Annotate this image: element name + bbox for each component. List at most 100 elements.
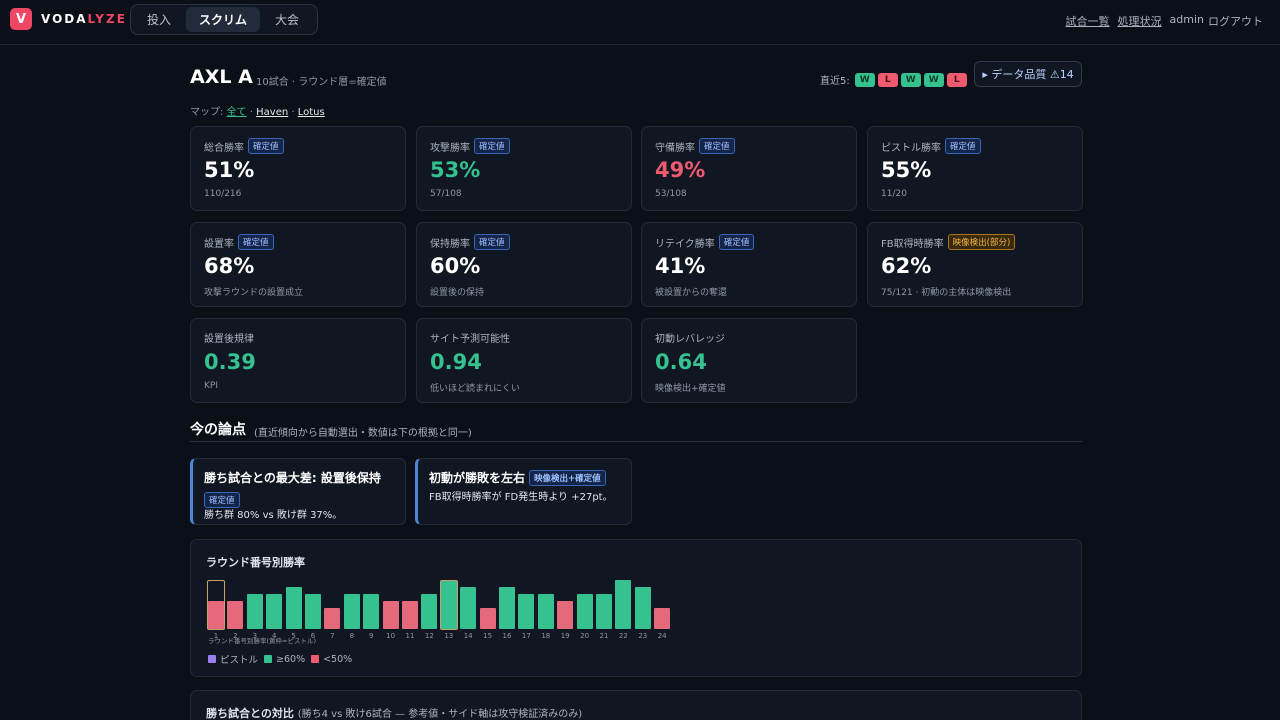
stat-sub: 設置後の保持 — [430, 288, 485, 298]
confidence-tag: 確定値 — [238, 234, 274, 250]
team-subtitle: 10試合 · ラウンド層=確定値 — [256, 77, 387, 88]
legend-item-high: ≥60% — [264, 654, 305, 665]
insight-card[interactable]: 勝ち試合との最大差: 設置後保持 確定値 勝ち群 80% vs 敗け群 37%。 — [190, 458, 406, 525]
stat-label: 守備勝率 — [655, 142, 695, 154]
round-bar-20 — [576, 594, 593, 629]
stat-card-pistol: ピストル勝率 確定値 55% 11/20 — [867, 126, 1083, 211]
section-title: 今の論点 — [190, 422, 246, 438]
section-note: (直近傾向から自動選出・数値は下の根拠と同一) — [254, 428, 472, 439]
confidence-tag: 確定値 — [699, 138, 735, 154]
confidence-tag: 確定値 — [248, 138, 284, 154]
round-bar-9 — [363, 594, 380, 629]
stat-value: 0.94 — [430, 350, 482, 374]
stat-label: ピストル勝率 — [881, 142, 941, 154]
recent-label: 直近5: — [820, 76, 850, 87]
round-bar-11 — [402, 601, 418, 629]
stat-sub: 75/121 · 初動の主体は映像検出 — [881, 288, 1012, 298]
stat-sub: 53/108 — [655, 189, 687, 199]
matches-link[interactable]: 試合一覧 — [1065, 15, 1110, 28]
comparison-title: 勝ち試合との対比 — [206, 707, 294, 720]
confidence-tag: 確定値 — [945, 138, 981, 154]
processing-link[interactable]: 処理状況 — [1117, 15, 1162, 28]
stat-label: 攻撃勝率 — [430, 142, 470, 154]
stat-value: 0.39 — [204, 350, 256, 374]
result-badge: W — [900, 72, 921, 87]
round-bar-3 — [246, 594, 263, 629]
result-badge: W — [854, 72, 875, 87]
map-lotus-link[interactable]: Lotus — [297, 107, 325, 118]
pistol-round-highlight — [207, 580, 225, 630]
round-tick-label: 12 — [424, 632, 434, 640]
confidence-tag: 映像検出+確定値 — [529, 469, 606, 486]
stat-card-post-plant-discipline: 設置後規律 0.39 KPI — [190, 318, 406, 403]
round-tick-label: 21 — [599, 632, 609, 640]
stat-card-site-predictability: サイト予測可能性 0.94 低いほど読まれにくい — [416, 318, 632, 403]
logo[interactable]: V VODALYZE — [10, 8, 127, 30]
comparison-panel: 勝ち試合との対比 (勝ち4 vs 敗け6試合 — 参考値・サイド軸は攻守検証済み… — [190, 690, 1082, 720]
stat-value: 0.64 — [655, 350, 707, 374]
tab-tournament[interactable]: 大会 — [275, 13, 300, 27]
stat-card-hold: 保持勝率 確定値 60% 設置後の保持 — [416, 222, 632, 307]
round-bar-21 — [596, 594, 612, 629]
map-haven-link[interactable]: Haven — [256, 107, 289, 118]
round-bar-13 — [440, 580, 457, 629]
map-filter-label: マップ: — [190, 107, 224, 118]
round-tick-label: 13 — [444, 632, 454, 640]
logout-link[interactable]: ログアウト — [1208, 15, 1263, 28]
round-tick-label: 23 — [638, 632, 648, 640]
insight-title: 初動が勝敗を左右 — [429, 471, 526, 485]
stat-label: 総合勝率 — [204, 142, 244, 154]
round-bar-19 — [557, 601, 574, 629]
stat-value: 62% — [881, 254, 932, 278]
round-bar-2 — [227, 601, 244, 629]
insight-body: FB取得時勝率が FD発生時より +27pt。 — [429, 492, 613, 503]
chart-caption: ラウンド番号別勝率(黄枠=ピストル) — [208, 637, 317, 645]
round-tick-label: 15 — [483, 632, 493, 640]
round-tick-label: 1 — [213, 632, 219, 640]
round-tick-label: 19 — [560, 632, 570, 640]
stat-label: リテイク勝率 — [655, 238, 715, 250]
pistol-round-highlight — [439, 580, 458, 630]
result-badge: L — [946, 72, 967, 87]
stat-value: 53% — [430, 158, 481, 182]
insight-card[interactable]: 初動が勝敗を左右 映像検出+確定値 FB取得時勝率が FD発生時より +27pt。 — [415, 458, 632, 525]
round-bar-23 — [634, 587, 651, 629]
stat-value: 51% — [204, 158, 255, 182]
map-all-link[interactable]: 全て — [226, 107, 247, 118]
map-filter: マップ: 全て · Haven · Lotus — [190, 107, 325, 118]
round-bar-15 — [479, 608, 496, 629]
legend-item-pistol: ピストル — [208, 652, 258, 666]
stat-sub: 11/20 — [881, 189, 907, 199]
stat-sub: 映像検出+確定値 — [655, 384, 726, 394]
stat-value: 60% — [430, 254, 481, 278]
stat-value: 41% — [655, 254, 706, 278]
logo-text: VODALYZE — [41, 12, 127, 26]
stat-card-plant-rate: 設置率 確定値 68% 攻撃ラウンドの設置成立 — [190, 222, 406, 307]
result-badge: L — [877, 72, 898, 87]
confidence-tag: 確定値 — [474, 234, 510, 250]
round-tick-label: 18 — [541, 632, 551, 640]
data-quality-button[interactable]: ▸ データ品質 ⚠14 — [974, 61, 1082, 87]
stat-sub: KPI — [204, 381, 218, 391]
tab-submit[interactable]: 投入 — [147, 13, 172, 27]
round-bar-22 — [615, 580, 632, 629]
round-tick-label: 14 — [463, 632, 473, 640]
round-bar-5 — [285, 587, 302, 629]
stat-value: 55% — [881, 158, 932, 182]
round-tick-label: 8 — [349, 632, 355, 640]
round-tick-label: 20 — [580, 632, 590, 640]
round-tick-label: 24 — [657, 632, 667, 640]
stat-card-retake: リテイク勝率 確定値 41% 被設置からの奪還 — [641, 222, 857, 307]
stat-label: 設置後規律 — [204, 334, 254, 345]
stat-sub: 被設置からの奪還 — [655, 288, 728, 298]
round-tick-label: 6 — [310, 632, 316, 640]
round-tick-label: 4 — [271, 632, 277, 640]
stat-label: 初動レバレッジ — [655, 334, 725, 345]
logo-mark: V — [10, 8, 32, 30]
stat-label: 保持勝率 — [430, 238, 470, 250]
round-bar-17 — [518, 594, 535, 629]
tab-scrim[interactable]: スクリム — [186, 7, 261, 32]
round-bar-8 — [343, 594, 360, 629]
confidence-tag: 確定値 — [204, 492, 240, 508]
comparison-note: (勝ち4 vs 敗け6試合 — 参考値・サイド軸は攻守検証済みのみ) — [297, 709, 583, 720]
